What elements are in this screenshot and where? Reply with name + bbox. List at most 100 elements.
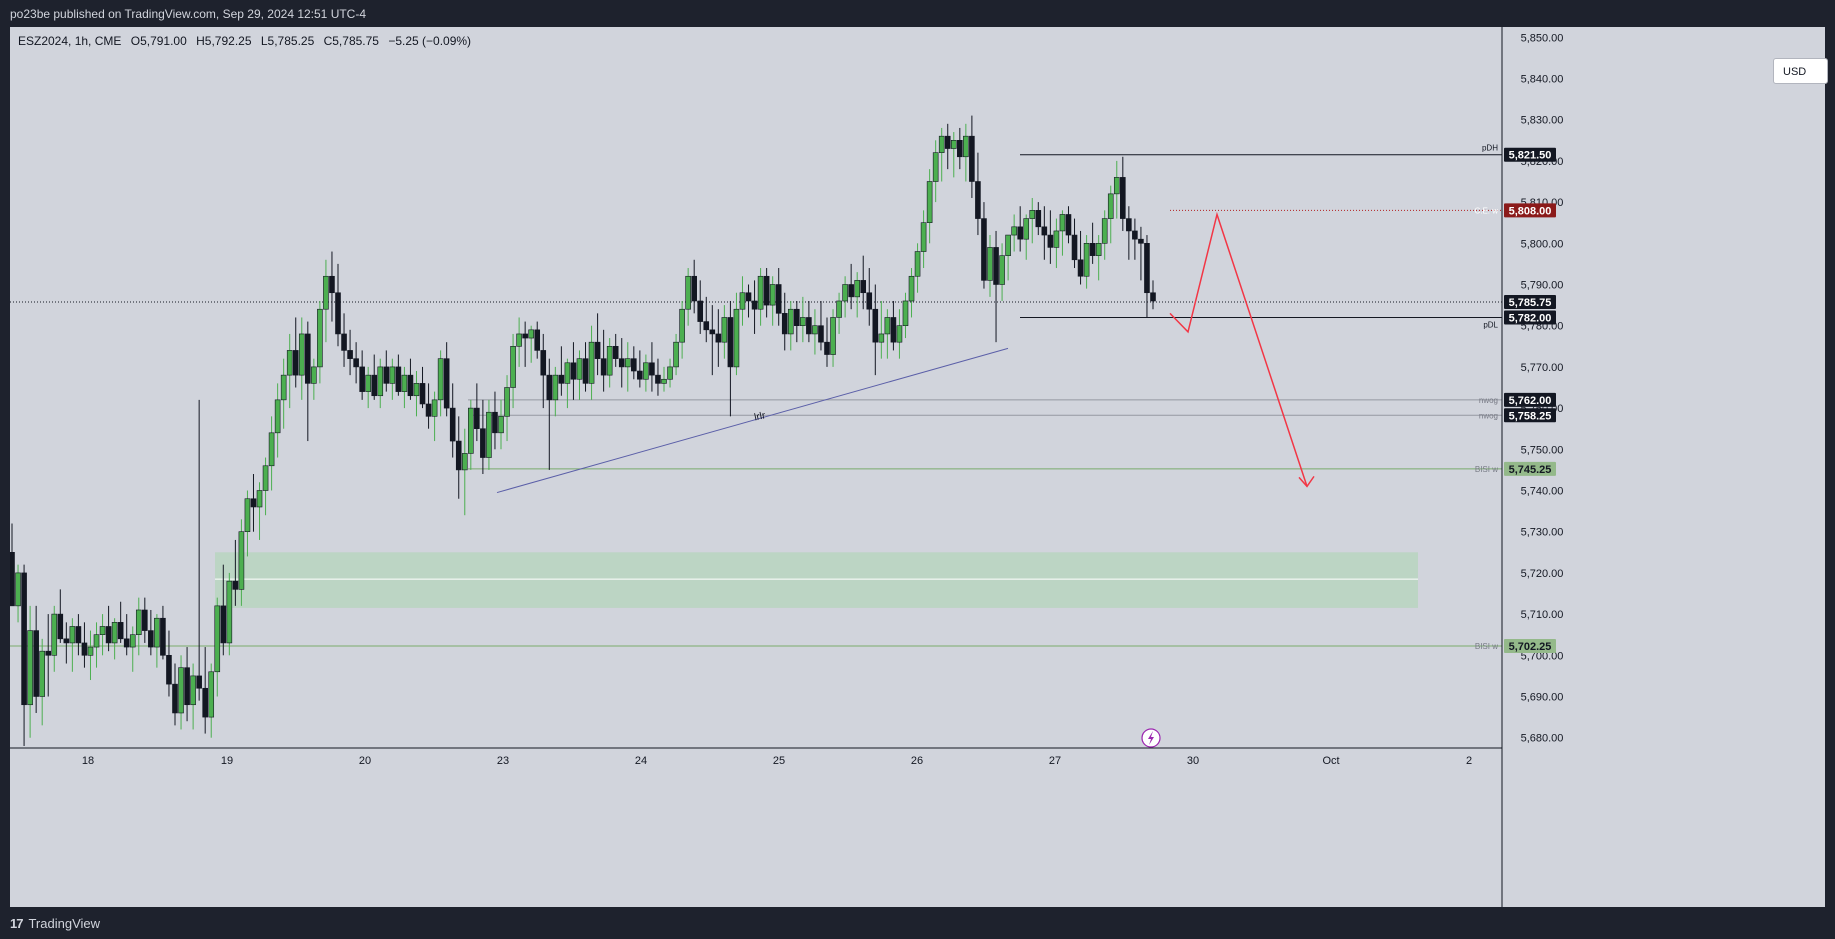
candle-body xyxy=(600,358,607,376)
level-text: nwog xyxy=(1479,411,1498,420)
candle-body xyxy=(691,275,697,302)
price-label-bg xyxy=(1504,295,1556,310)
price-axis[interactable]: 5,680.00 5,690.00 5,700.00 5,710.00 5,720.00… xyxy=(1521,32,1564,744)
candle-body xyxy=(522,333,528,339)
candle-body xyxy=(775,284,782,314)
level-text: pDH xyxy=(1482,144,1498,153)
candle-body xyxy=(135,609,142,635)
candle-body xyxy=(190,675,196,706)
candle-body xyxy=(389,366,396,384)
candle-body xyxy=(987,247,993,281)
candle-body xyxy=(709,329,716,335)
price-chart[interactable]: pDH C.E. w pDL nwog nwog BISI w BISI w lrlr 5,… xyxy=(10,27,1825,907)
candle-body xyxy=(1053,230,1060,248)
candle-body xyxy=(123,638,130,648)
y-tick-label: 5,720.00 xyxy=(1521,568,1564,580)
candle-body xyxy=(1144,243,1150,294)
candle-body xyxy=(703,321,710,331)
candle-body xyxy=(757,275,764,310)
candle-body xyxy=(256,490,263,508)
candle-body xyxy=(341,333,347,351)
x-tick-label: 18 xyxy=(82,755,94,767)
currency-button[interactable]: USD xyxy=(1773,58,1828,84)
candle-body xyxy=(908,275,915,302)
candle-body xyxy=(902,300,909,327)
candle-body xyxy=(468,407,474,454)
candle-body xyxy=(413,383,420,397)
trendline[interactable] xyxy=(496,347,1009,494)
candle-body xyxy=(407,374,414,397)
candle-body xyxy=(558,374,565,384)
candle-body xyxy=(588,341,595,384)
candle-body xyxy=(504,387,510,417)
candle-body xyxy=(111,622,118,644)
candle-body xyxy=(1101,218,1108,244)
candle-body xyxy=(474,407,480,430)
y-tick-label: 5,710.00 xyxy=(1521,609,1564,621)
candle-body xyxy=(649,362,655,376)
candle-body xyxy=(866,292,873,310)
price-label: 5,808.00 xyxy=(1509,205,1552,217)
candle-body xyxy=(818,325,824,343)
candle-body xyxy=(624,358,631,368)
price-label: 5,782.00 xyxy=(1509,312,1552,324)
candle-body xyxy=(1120,177,1126,219)
candle-body xyxy=(202,687,208,718)
candle-body xyxy=(395,366,402,392)
candle-body xyxy=(1107,193,1114,219)
candle-body xyxy=(274,399,281,434)
candle-body xyxy=(250,498,257,508)
symbol-legend: ESZ2024, 1h, CME O5,791.00 H5,792.25 L5,… xyxy=(18,34,477,48)
candle-body xyxy=(1017,226,1023,240)
price-label-bg xyxy=(1504,203,1556,218)
candle-body xyxy=(425,403,432,417)
candle-body xyxy=(920,222,927,252)
time-axis[interactable]: 18 19 20 23 24 25 26 27 30 Oct 2 xyxy=(82,755,1472,767)
candle-body xyxy=(298,333,305,376)
candle-body xyxy=(697,300,704,322)
candle-body xyxy=(612,345,619,359)
candle-body xyxy=(685,275,691,310)
candle-body xyxy=(232,580,239,590)
candle-body xyxy=(63,638,70,644)
projection-path[interactable] xyxy=(1169,211,1308,487)
candle-body xyxy=(1083,243,1090,277)
candle-body xyxy=(576,358,583,380)
trendline-label: lrlr xyxy=(753,410,767,423)
candle-body xyxy=(890,317,897,343)
price-label: 5,758.25 xyxy=(1509,410,1552,422)
candle-body xyxy=(383,366,390,384)
candle-body xyxy=(1065,214,1072,236)
candle-body xyxy=(540,350,547,376)
candle-body xyxy=(117,622,124,640)
candle-body xyxy=(311,366,317,384)
candle-body xyxy=(81,642,88,656)
candle-body xyxy=(794,308,800,327)
candle-body xyxy=(449,407,456,442)
y-tick-label: 5,700.00 xyxy=(1521,650,1564,662)
legend-symbol[interactable]: ESZ2024, 1h, CME xyxy=(18,34,122,48)
candle-body xyxy=(99,626,106,636)
footer-bar: 17 TradingView xyxy=(0,907,1835,939)
candle-body xyxy=(643,362,649,380)
candle-body xyxy=(975,181,981,219)
projection-group xyxy=(1169,211,1315,488)
candles-group xyxy=(10,115,1156,746)
candle-body xyxy=(238,531,245,590)
candle-body xyxy=(178,667,184,714)
candle-body xyxy=(154,617,160,648)
chart-area[interactable]: pDH C.E. w pDL nwog nwog BISI w BISI w lrlr 5,… xyxy=(10,27,1828,907)
tradingview-logo[interactable]: 17 TradingView xyxy=(10,916,100,931)
price-label-bg xyxy=(1504,639,1556,654)
candle-body xyxy=(431,399,438,417)
candle-body xyxy=(763,275,770,306)
y-tick-label: 5,850.00 xyxy=(1521,32,1564,44)
candle-body xyxy=(39,650,45,697)
legend-close: C5,785.75 xyxy=(323,34,379,48)
candle-body xyxy=(317,308,323,368)
candle-body xyxy=(1089,243,1096,256)
candle-body xyxy=(950,140,957,149)
price-label: 5,702.25 xyxy=(1509,641,1552,653)
lightning-icon[interactable] xyxy=(1141,728,1161,748)
levels-group: pDH C.E. w pDL nwog nwog BISI w BISI w xyxy=(10,144,1502,651)
